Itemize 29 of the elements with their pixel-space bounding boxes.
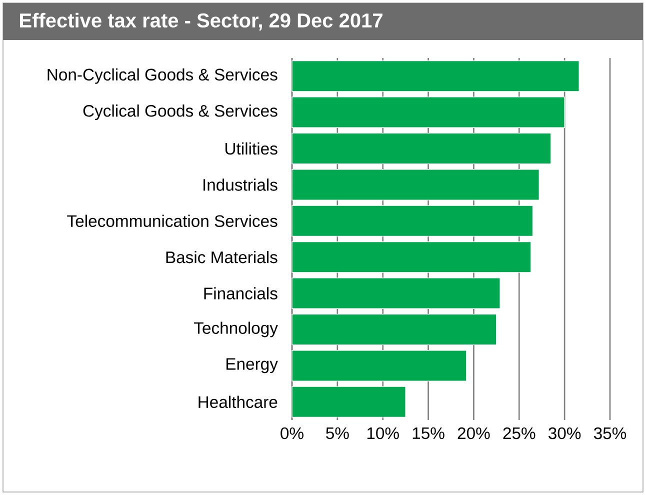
bar [292, 350, 467, 382]
x-tick-label: 10% [367, 427, 399, 440]
y-tick-label: Utilities [226, 142, 278, 155]
bar [292, 96, 565, 128]
y-tick-label: Basic Materials [166, 250, 278, 264]
y-tick-label: Technology [194, 322, 278, 338]
y-tick-label: Cyclical Goods & Services [83, 104, 278, 120]
chart-title: Effective tax rate - Sector, 29 Dec 2017 [20, 12, 382, 30]
bar [292, 205, 534, 237]
bar [292, 386, 406, 418]
bar [292, 169, 540, 200]
x-tick-label: 20% [458, 427, 490, 440]
bar [292, 278, 500, 309]
y-tick-label: Financials [204, 287, 278, 300]
x-tick-label: 25% [503, 427, 536, 440]
x-tick-label: 30% [548, 427, 581, 440]
x-tick-label: 35% [594, 427, 626, 440]
x-tick-label: 0% [280, 427, 304, 440]
x-tick-label: 5% [326, 427, 349, 440]
y-tick-label: Healthcare [198, 396, 278, 408]
y-tick-label: Non-Cyclical Goods & Services [48, 68, 278, 84]
bar [292, 60, 580, 92]
bar [292, 314, 497, 346]
bar [292, 241, 532, 273]
y-tick-label: Energy [226, 358, 278, 374]
y-tick-label: Industrials [204, 178, 278, 191]
bar [292, 132, 552, 164]
x-tick-label: 15% [412, 427, 444, 440]
y-tick-label: Telecommunication Services [67, 214, 278, 228]
